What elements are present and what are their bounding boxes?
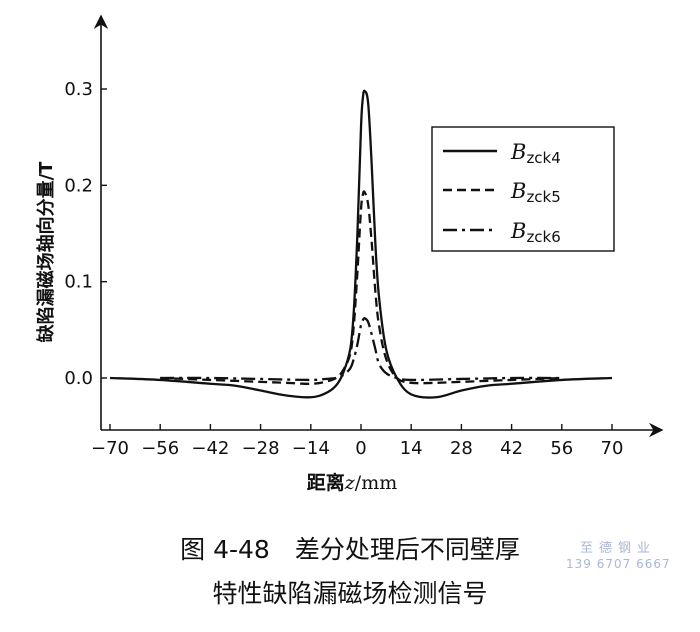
x-tick-label: 70 xyxy=(601,438,624,459)
x-axis-label: 距离z/mm xyxy=(307,471,397,494)
y-axis-label: 缺陷漏磁场轴向分量/T xyxy=(35,161,57,344)
x-tick-label: 14 xyxy=(400,438,423,459)
x-tick-label: 28 xyxy=(450,438,473,459)
x-axis-label-prefix: 距离 xyxy=(307,471,345,494)
x-tick-label: −56 xyxy=(141,438,179,459)
series-line-bzck6 xyxy=(160,317,562,382)
legend-label-bzck6: Bzck6 xyxy=(510,219,561,246)
y-tick-label: 0.0 xyxy=(64,368,93,389)
x-tick-label: 0 xyxy=(355,438,366,459)
watermark-phone: 139 6707 6667 xyxy=(566,557,671,571)
watermark-company: 至德钢业 xyxy=(580,541,657,556)
figure-caption-line1: 图 4-48 差分处理后不同壁厚 xyxy=(180,535,520,564)
figure-caption-line2: 特性缺陷漏磁场检测信号 xyxy=(212,579,488,608)
y-ticks: 0.0 0.1 0.2 0.3 xyxy=(64,79,107,389)
x-axis-label-var: z xyxy=(344,472,356,494)
legend: Bzck4 Bzck5 Bzck6 xyxy=(431,126,615,252)
y-tick-label: 0.1 xyxy=(64,272,93,293)
y-tick-label: 0.2 xyxy=(64,175,93,196)
x-tick-label: −14 xyxy=(292,438,330,459)
x-tick-label: −70 xyxy=(91,438,129,459)
x-tick-label: 56 xyxy=(550,438,573,459)
x-axis-label-unit: /mm xyxy=(355,472,397,494)
series-line-bzck4 xyxy=(109,89,613,399)
series-line-bzck5 xyxy=(160,190,562,385)
x-tick-label: −28 xyxy=(242,438,280,459)
x-tick-label: 42 xyxy=(500,438,523,459)
y-tick-label: 0.3 xyxy=(64,79,93,100)
legend-label-bzck4: Bzck4 xyxy=(510,140,561,167)
series-layer xyxy=(109,89,613,399)
x-ticks: −70 −56 −42 −28 −14 0 14 28 42 56 70 xyxy=(91,424,623,459)
x-tick-label: −42 xyxy=(191,438,229,459)
legend-label-bzck5: Bzck5 xyxy=(510,179,561,206)
